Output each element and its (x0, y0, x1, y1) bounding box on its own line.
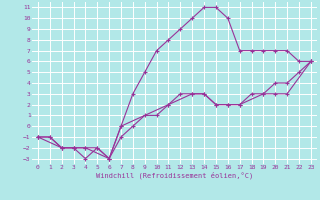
X-axis label: Windchill (Refroidissement éolien,°C): Windchill (Refroidissement éolien,°C) (96, 172, 253, 179)
